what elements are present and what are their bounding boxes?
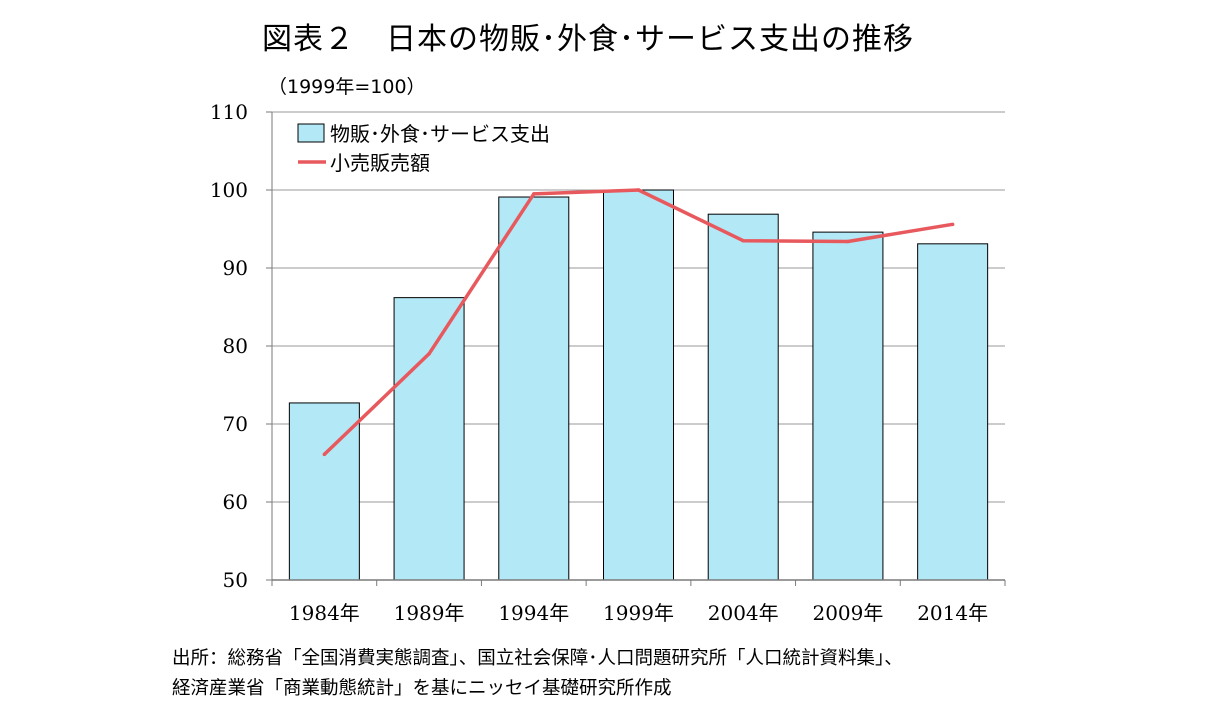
y-tick-label: 80 bbox=[223, 334, 248, 358]
line-point bbox=[950, 222, 955, 227]
x-tick-label: 1984年 bbox=[289, 601, 360, 625]
line-point bbox=[322, 452, 327, 457]
line-point bbox=[636, 188, 641, 192]
legend-line-label: 小売販売額 bbox=[330, 151, 430, 175]
x-tick-label: 2009年 bbox=[812, 601, 883, 625]
y-tick-label: 70 bbox=[223, 412, 248, 436]
x-tick-label: 1999年 bbox=[603, 601, 674, 625]
bar bbox=[812, 231, 884, 581]
unit-note: （1999年=100） bbox=[268, 76, 426, 98]
line-point bbox=[741, 238, 745, 243]
y-tick-label: 110 bbox=[210, 100, 248, 124]
bar bbox=[917, 243, 989, 581]
bar bbox=[393, 297, 465, 581]
x-tick-label: 1994年 bbox=[498, 601, 569, 625]
legend-bar-label: 物販･外食･サービス支出 bbox=[330, 122, 550, 146]
bar bbox=[498, 196, 570, 581]
y-tick-label: 90 bbox=[223, 256, 248, 280]
line-point bbox=[532, 192, 536, 196]
source-line-1: 出所：総務省「全国消費実態調査」、国立社会保障･人口問題研究所「人口統計資料集」… bbox=[172, 648, 903, 669]
legend-bar-swatch bbox=[297, 123, 325, 143]
line-point bbox=[427, 352, 431, 356]
chart-title: 図表２ 日本の物販･外食･サービス支出の推移 bbox=[262, 22, 914, 57]
source-line-2: 経済産業省「商業動態統計」を基にニッセイ基礎研究所作成 bbox=[172, 678, 672, 699]
y-tick-label: 50 bbox=[223, 568, 248, 592]
x-tick-label: 2014年 bbox=[917, 601, 988, 625]
source-note: 出所：総務省「全国消費実態調査」、国立社会保障･人口問題研究所「人口統計資料集」… bbox=[172, 644, 903, 704]
bar bbox=[707, 213, 779, 581]
y-tick-label: 60 bbox=[223, 490, 248, 514]
y-tick-label: 100 bbox=[210, 178, 248, 202]
bar bbox=[603, 189, 674, 581]
chart-area: 50 60 70 80 90 100 110 1984年 1989年 1994年 1999年 2004… bbox=[210, 100, 1006, 625]
x-tick-label: 1989年 bbox=[394, 601, 465, 625]
x-tick-label: 2004年 bbox=[708, 601, 779, 625]
line-point bbox=[846, 239, 850, 244]
